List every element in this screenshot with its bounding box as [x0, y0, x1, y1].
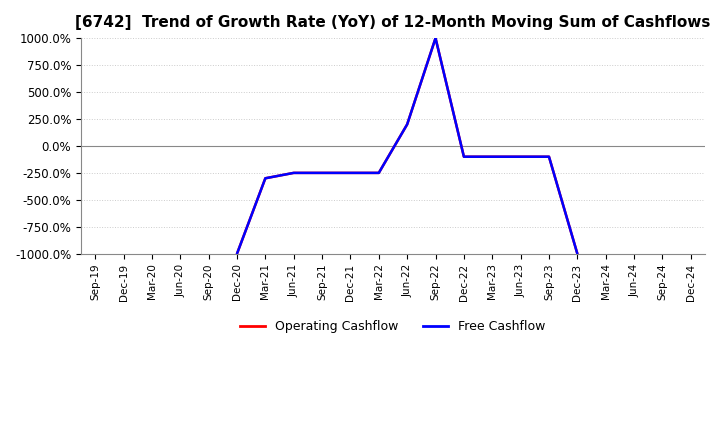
Title: [6742]  Trend of Growth Rate (YoY) of 12-Month Moving Sum of Cashflows: [6742] Trend of Growth Rate (YoY) of 12-… [76, 15, 711, 30]
Legend: Operating Cashflow, Free Cashflow: Operating Cashflow, Free Cashflow [235, 315, 551, 338]
